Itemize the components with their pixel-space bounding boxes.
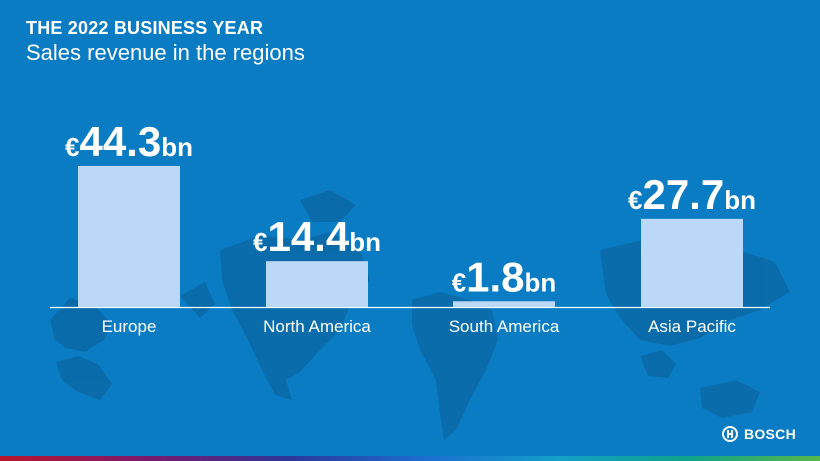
data-label-1: €14.4bn: [253, 213, 381, 260]
bosch-logo: BOSCH: [721, 426, 796, 442]
bar-1: [266, 261, 368, 307]
category-label-3: Asia Pacific: [648, 317, 736, 336]
logo-text: BOSCH: [743, 426, 796, 442]
data-label-3: €27.7bn: [628, 171, 756, 218]
category-label-1: North America: [263, 317, 371, 336]
slide-subheading: Sales revenue in the regions: [26, 40, 305, 65]
bosch-armature-icon: [721, 426, 738, 442]
data-label-2: €1.8bn: [452, 253, 557, 300]
category-label-0: Europe: [102, 317, 157, 336]
category-label-2: South America: [449, 317, 560, 336]
slide-heading: THE 2022 BUSINESS YEAR: [26, 18, 264, 38]
bottom-color-stripe: [0, 456, 820, 461]
bar-3: [641, 218, 743, 307]
data-label-0: €44.3bn: [65, 118, 193, 165]
bar-2: [453, 301, 555, 307]
bar-0: [78, 166, 180, 307]
